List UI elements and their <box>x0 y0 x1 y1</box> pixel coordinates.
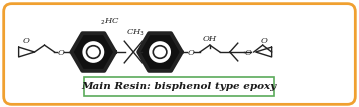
FancyBboxPatch shape <box>84 77 274 96</box>
Ellipse shape <box>153 46 167 58</box>
Ellipse shape <box>82 41 104 63</box>
Ellipse shape <box>149 41 171 63</box>
Text: CH$_3$: CH$_3$ <box>126 28 145 38</box>
Polygon shape <box>138 33 182 71</box>
Text: O: O <box>260 37 267 45</box>
Text: O: O <box>23 37 30 45</box>
Polygon shape <box>71 33 115 71</box>
Text: O: O <box>58 49 65 57</box>
Text: O: O <box>244 49 251 57</box>
FancyBboxPatch shape <box>4 4 355 104</box>
Text: Main Resin: bisphenol type epoxy: Main Resin: bisphenol type epoxy <box>81 82 276 91</box>
Text: O: O <box>187 49 194 57</box>
Text: $_2$HC: $_2$HC <box>100 17 120 27</box>
Ellipse shape <box>87 46 100 58</box>
Text: OH: OH <box>203 35 217 43</box>
